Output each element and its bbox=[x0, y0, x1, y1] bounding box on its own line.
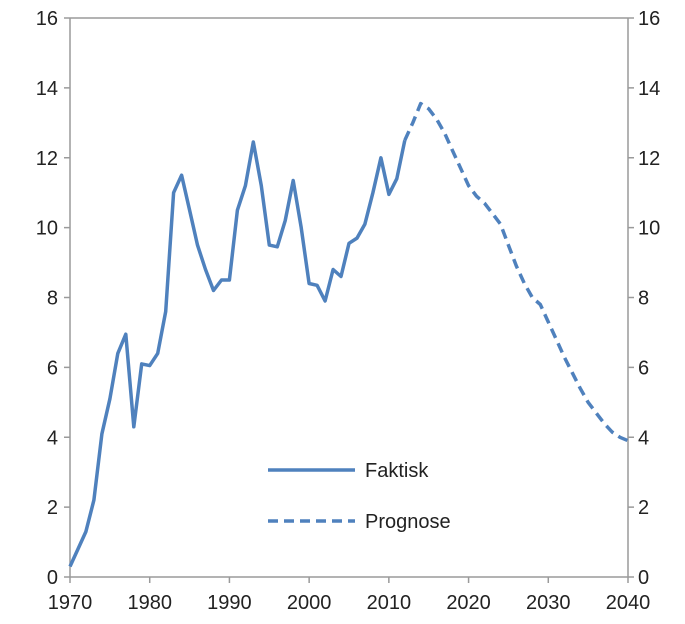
y-tick-label-right: 16 bbox=[638, 8, 660, 30]
y-tick-label-left: 12 bbox=[36, 148, 58, 170]
y-tick-label-right: 2 bbox=[638, 497, 649, 519]
y-tick-label-right: 0 bbox=[638, 567, 649, 589]
legend-label-prognose: Prognose bbox=[365, 511, 451, 533]
y-tick-label-left: 2 bbox=[47, 497, 58, 519]
series-line-faktisk bbox=[68, 139, 407, 568]
x-tick-label: 1970 bbox=[48, 592, 93, 614]
x-tick-label: 2030 bbox=[526, 592, 571, 614]
x-tick-label: 2040 bbox=[606, 592, 651, 614]
legend: Faktisk Prognose bbox=[268, 460, 451, 533]
axes bbox=[69, 17, 629, 578]
y-tick-label-left: 0 bbox=[47, 567, 58, 589]
y-tick-label-left: 16 bbox=[36, 8, 58, 30]
y-tick-label-left: 14 bbox=[36, 78, 58, 100]
x-tick-label: 1990 bbox=[207, 592, 252, 614]
y-tick-label-right: 14 bbox=[638, 78, 660, 100]
y-tick-label-left: 8 bbox=[47, 288, 58, 310]
y-tick-label-left: 4 bbox=[47, 427, 58, 449]
x-tick-label: 2010 bbox=[367, 592, 412, 614]
x-tick-label: 2000 bbox=[287, 592, 332, 614]
y-tick-label-right: 10 bbox=[638, 218, 660, 240]
y-tick-label-right: 8 bbox=[638, 288, 649, 310]
x-tick-label: 2020 bbox=[446, 592, 491, 614]
y-tick-label-right: 6 bbox=[638, 357, 649, 379]
y-tick-label-left: 6 bbox=[47, 357, 58, 379]
y-tick-label-right: 4 bbox=[638, 427, 649, 449]
series bbox=[68, 101, 629, 568]
y-tick-label-left: 10 bbox=[36, 218, 58, 240]
y-tick-label-right: 12 bbox=[638, 148, 660, 170]
series-line-prognose bbox=[403, 101, 629, 443]
legend-label-faktisk: Faktisk bbox=[365, 460, 429, 482]
ticks: 0 0 2 2 4 4 6 6 8 8 10 10 12 12 14 14 16 16 1970 1980 1990 20… bbox=[36, 8, 661, 614]
x-tick-label: 1980 bbox=[127, 592, 172, 614]
